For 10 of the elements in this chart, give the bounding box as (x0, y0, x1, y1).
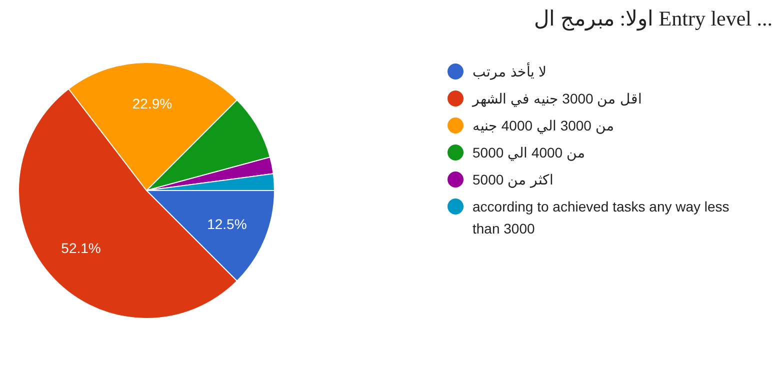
legend-label: اكثر من 5000 (472, 172, 554, 188)
legend-label: من 3000 الي 4000 جنيه (472, 118, 614, 134)
data-label: 22.9% (132, 96, 172, 112)
chart-title: اولا: مبرمج ال Entry level ... (534, 6, 773, 32)
legend-label: لا يأخذ مرتب (472, 62, 546, 80)
data-label: 52.1% (61, 240, 101, 256)
legend-label: according to achieved tasks any way less than 3000 (472, 198, 730, 236)
legend-label: من 4000 الي 5000 (472, 144, 586, 162)
legend-label: اقل من 3000 جنيه في الشهر (472, 90, 642, 108)
data-label: 12.5% (207, 216, 247, 232)
